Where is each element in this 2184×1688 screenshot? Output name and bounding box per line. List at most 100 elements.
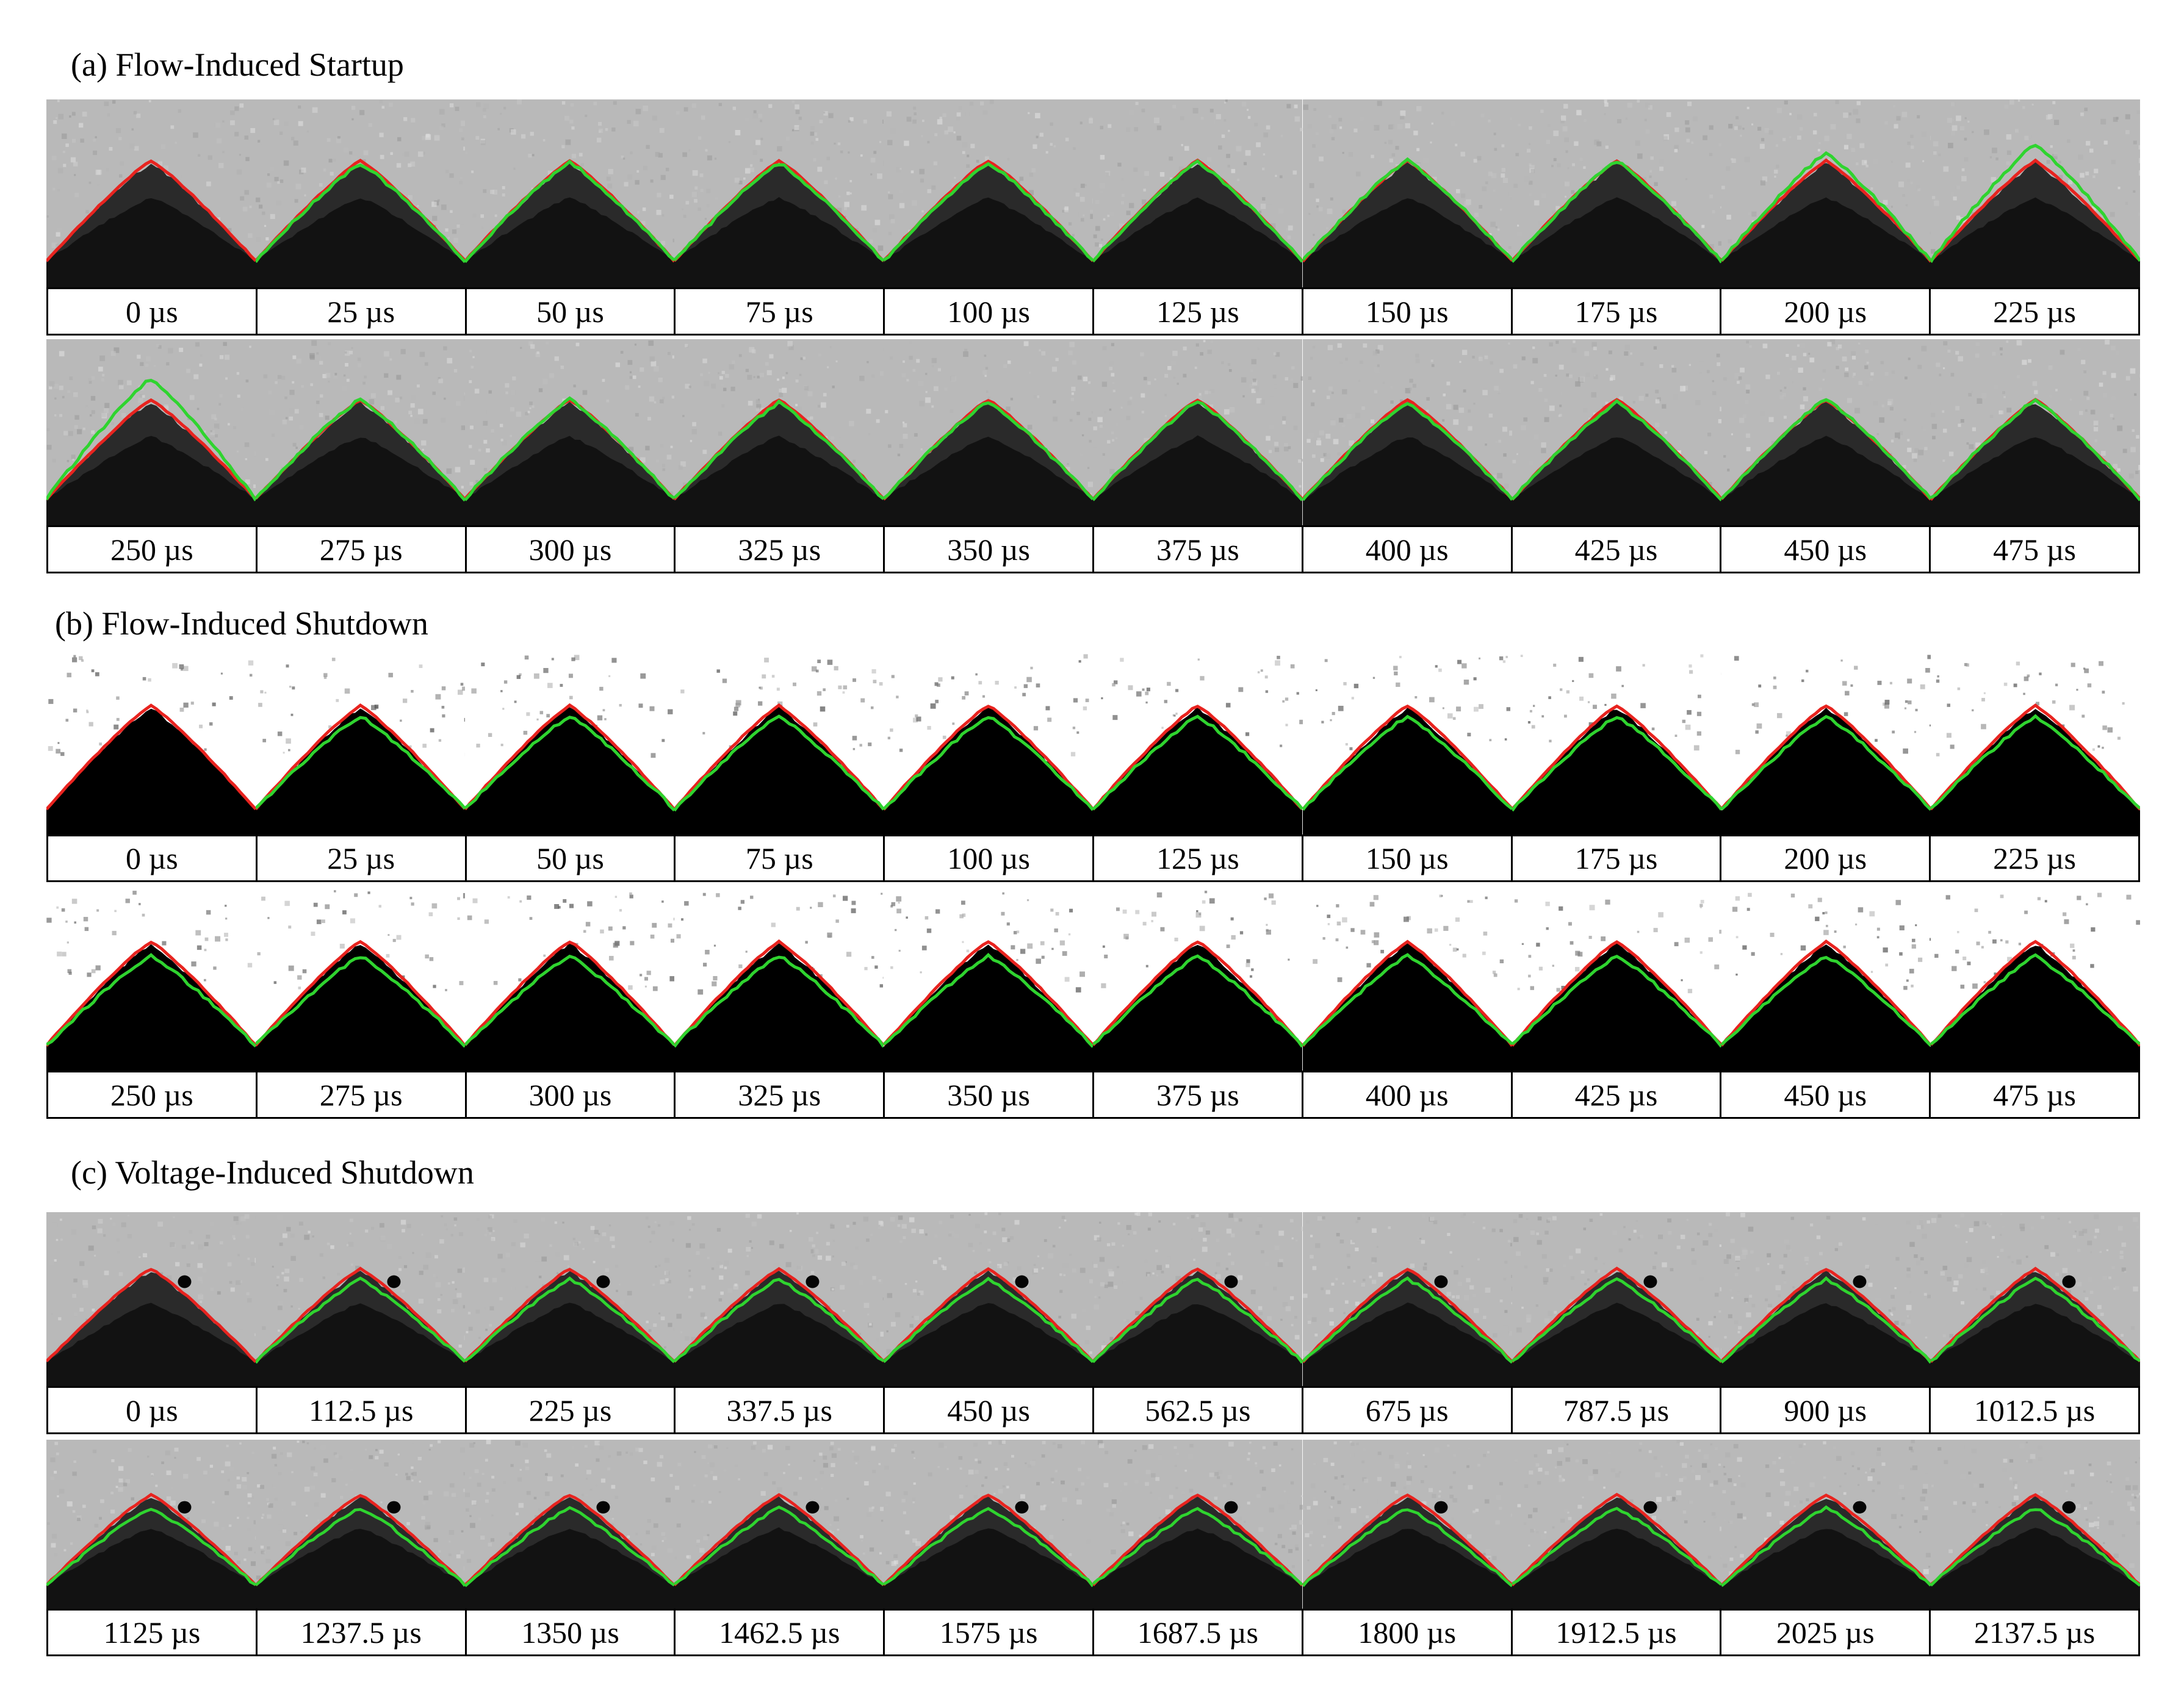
meniscus-frame-image (674, 1440, 884, 1609)
meniscus-frame-image (884, 1212, 1094, 1386)
meniscus-frame-image (1093, 339, 1303, 525)
labels-a-row1: 0 µs 25 µs 50 µs 75 µs 100 µs 125 µs 150… (46, 287, 2140, 336)
meniscus-frame-image (1512, 99, 1721, 287)
meniscus-frame-image (1721, 890, 1931, 1071)
time-label: 787.5 µs (1512, 1388, 1722, 1434)
time-label: 1125 µs (48, 1611, 258, 1656)
time-label: 100 µs (885, 289, 1094, 336)
time-label: 450 µs (885, 1388, 1094, 1434)
meniscus-frame-image (1512, 654, 1721, 835)
time-label: 225 µs (1931, 836, 2140, 882)
time-label: 350 µs (885, 1072, 1094, 1119)
time-label: 675 µs (1303, 1388, 1513, 1434)
time-label: 0 µs (48, 836, 258, 882)
time-label: 125 µs (1094, 836, 1303, 882)
meniscus-frame-image (1512, 1440, 1721, 1609)
time-label: 1800 µs (1303, 1611, 1513, 1656)
frames-a-row1 (46, 99, 2140, 287)
frames-c-row1 (46, 1212, 2140, 1386)
time-label: 250 µs (48, 527, 258, 573)
time-label: 450 µs (1721, 1072, 1931, 1119)
time-label: 1462.5 µs (676, 1611, 885, 1656)
frame-strip-b-row2: 250 µs 275 µs 300 µs 325 µs 350 µs 375 µ… (46, 890, 2140, 1119)
meniscus-frame-image (256, 890, 466, 1071)
time-label: 225 µs (1931, 289, 2140, 336)
time-label: 300 µs (466, 1072, 676, 1119)
meniscus-frame-image (1093, 1440, 1303, 1609)
frame-strip-c-row2: 1125 µs 1237.5 µs 1350 µs 1462.5 µs 1575… (46, 1440, 2140, 1656)
meniscus-frame-image (256, 339, 466, 525)
meniscus-frame-image (1930, 99, 2140, 287)
time-label: 100 µs (885, 836, 1094, 882)
meniscus-frame-image (46, 1212, 256, 1386)
meniscus-frame-image (46, 99, 256, 287)
meniscus-frame-image (884, 339, 1094, 525)
section-title-b: (b) Flow-Induced Shutdown (55, 605, 428, 642)
meniscus-frame-image (1302, 654, 1512, 835)
meniscus-frame-image (465, 1440, 675, 1609)
time-label: 562.5 µs (1094, 1388, 1303, 1434)
time-label: 325 µs (676, 1072, 885, 1119)
time-label: 250 µs (48, 1072, 258, 1119)
time-label: 112.5 µs (257, 1388, 467, 1434)
meniscus-frame-image (46, 890, 256, 1071)
meniscus-frame-image (465, 99, 675, 287)
frames-b-row2 (46, 890, 2140, 1071)
time-label: 325 µs (676, 527, 885, 573)
time-label: 400 µs (1303, 527, 1513, 573)
time-label: 150 µs (1303, 289, 1513, 336)
meniscus-frame-image (465, 339, 675, 525)
time-label: 2025 µs (1721, 1611, 1931, 1656)
meniscus-frame-image (1512, 339, 1721, 525)
time-label: 1012.5 µs (1931, 1388, 2140, 1434)
meniscus-frame-image (884, 890, 1094, 1071)
meniscus-frame-image (1721, 1212, 1931, 1386)
meniscus-frame-image (1093, 654, 1303, 835)
time-label: 900 µs (1721, 1388, 1931, 1434)
meniscus-frame-image (1093, 890, 1303, 1071)
meniscus-frame-image (674, 339, 884, 525)
time-label: 2137.5 µs (1931, 1611, 2140, 1656)
meniscus-frame-image (884, 99, 1094, 287)
labels-b-row2: 250 µs 275 µs 300 µs 325 µs 350 µs 375 µ… (46, 1071, 2140, 1119)
meniscus-frame-image (46, 654, 256, 835)
meniscus-frame-image (674, 99, 884, 287)
meniscus-frame-image (465, 1212, 675, 1386)
time-label: 1687.5 µs (1094, 1611, 1303, 1656)
time-label: 1237.5 µs (257, 1611, 467, 1656)
frames-c-row2 (46, 1440, 2140, 1609)
meniscus-frame-image (884, 1440, 1094, 1609)
time-label: 50 µs (466, 836, 676, 882)
time-label: 0 µs (48, 289, 258, 336)
meniscus-frame-image (1302, 1212, 1512, 1386)
time-label: 175 µs (1512, 836, 1722, 882)
time-label: 337.5 µs (676, 1388, 885, 1434)
time-label: 375 µs (1094, 527, 1303, 573)
meniscus-frame-image (256, 654, 466, 835)
time-label: 200 µs (1721, 836, 1931, 882)
meniscus-frame-image (1930, 1212, 2140, 1386)
time-label: 450 µs (1721, 527, 1931, 573)
time-label: 475 µs (1931, 1072, 2140, 1119)
frame-strip-c-row1: 0 µs 112.5 µs 225 µs 337.5 µs 450 µs 562… (46, 1212, 2140, 1434)
meniscus-frame-image (1302, 890, 1512, 1071)
meniscus-frame-image (465, 890, 675, 1071)
time-label: 0 µs (48, 1388, 258, 1434)
time-label: 350 µs (885, 527, 1094, 573)
meniscus-frame-image (1093, 1212, 1303, 1386)
time-label: 50 µs (466, 289, 676, 336)
labels-a-row2: 250 µs 275 µs 300 µs 325 µs 350 µs 375 µ… (46, 525, 2140, 573)
time-label: 75 µs (676, 836, 885, 882)
time-label: 125 µs (1094, 289, 1303, 336)
labels-c-row2: 1125 µs 1237.5 µs 1350 µs 1462.5 µs 1575… (46, 1609, 2140, 1656)
time-label: 400 µs (1303, 1072, 1513, 1119)
meniscus-frame-image (1721, 654, 1931, 835)
time-label: 475 µs (1931, 527, 2140, 573)
time-label: 275 µs (257, 527, 467, 573)
meniscus-frame-image (674, 1212, 884, 1386)
time-label: 1575 µs (885, 1611, 1094, 1656)
meniscus-frame-image (674, 654, 884, 835)
meniscus-frame-image (1302, 339, 1512, 525)
frames-b-row1 (46, 654, 2140, 835)
meniscus-frame-image (674, 890, 884, 1071)
